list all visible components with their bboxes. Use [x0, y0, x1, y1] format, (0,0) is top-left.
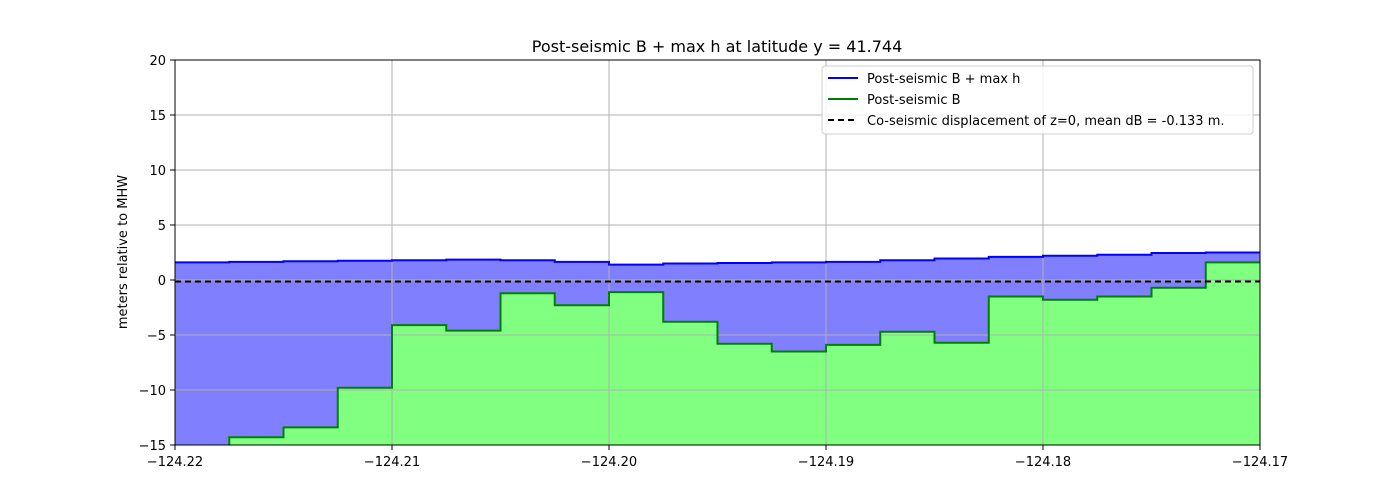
legend-label-blue: Post-seismic B + max h — [867, 72, 1020, 87]
y-tick-label: 0 — [158, 274, 166, 289]
x-tick-label: −124.21 — [364, 455, 420, 470]
y-axis-label: meters relative to MHW — [116, 175, 131, 329]
line-b-plus-max-h — [175, 251, 1260, 266]
legend: Post-seismic B + max h Post-seismic B Co… — [821, 65, 1254, 135]
x-tick-label: −124.17 — [1232, 455, 1288, 470]
series-lines — [175, 251, 1260, 445]
y-tick-label: 5 — [158, 219, 166, 234]
y-axis: 20 15 10 5 0 −5 −10 −15 — [139, 54, 175, 454]
line-post-seismic-b — [228, 261, 1260, 445]
y-tick-label: 10 — [149, 164, 166, 179]
y-tick-label: −10 — [139, 384, 166, 399]
x-axis: −124.22 −124.21 −124.20 −124.19 −124.18 −124.… — [147, 445, 1288, 470]
legend-label-dashed: Co-seismic displacement of z=0, mean dB … — [867, 114, 1225, 129]
x-tick-label: −124.22 — [147, 455, 203, 470]
legend-box — [821, 65, 1254, 135]
y-tick-label: −15 — [139, 439, 166, 454]
chart-title: Post-seismic B + max h at latitude y = 4… — [532, 37, 903, 56]
x-tick-label: −124.20 — [581, 455, 637, 470]
y-tick-label: 20 — [149, 54, 166, 69]
x-tick-label: −124.19 — [798, 455, 854, 470]
x-tick-label: −124.18 — [1015, 455, 1071, 470]
plot-frame — [174, 59, 1261, 446]
legend-label-green: Post-seismic B — [867, 93, 961, 108]
y-tick-label: −5 — [147, 329, 166, 344]
y-tick-label: 15 — [149, 109, 166, 124]
